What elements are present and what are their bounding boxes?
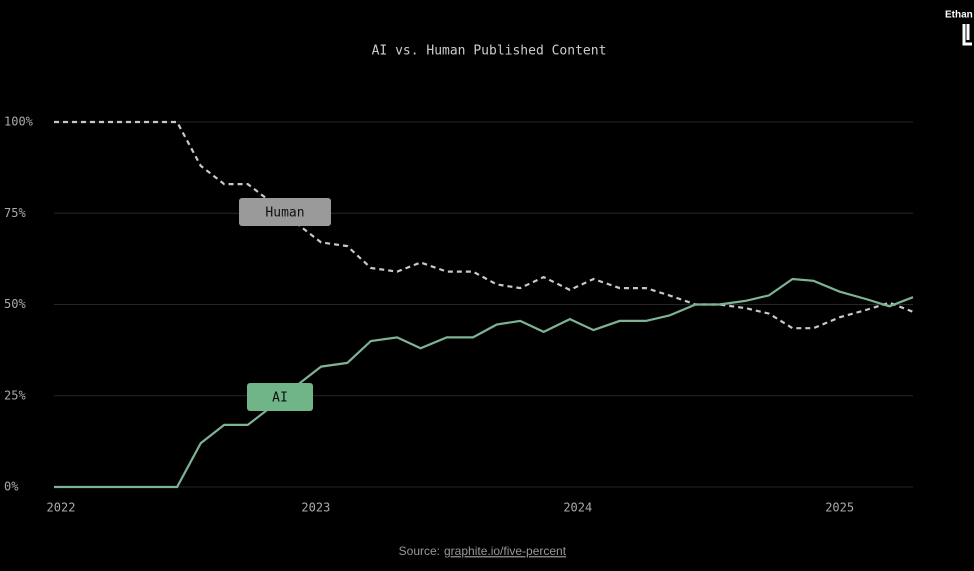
y-tick-label: 100%	[4, 115, 34, 129]
y-tick-label: 0%	[4, 480, 19, 494]
x-tick-label: 2024	[563, 501, 592, 515]
source-link[interactable]: graphite.io/five-percent	[444, 544, 567, 558]
logo	[962, 24, 972, 46]
y-tick-label: 50%	[4, 297, 26, 311]
series-label-box	[239, 198, 331, 226]
legend-label: AI	[272, 391, 288, 406]
watermark: Ethan	[945, 10, 973, 21]
x-tick-label: 2022	[47, 501, 76, 515]
source-label: Source:	[399, 544, 440, 558]
x-tick-label: 2025	[825, 501, 854, 515]
chart-title: AI vs. Human Published Content	[372, 44, 607, 59]
legend-label: Human	[265, 206, 304, 221]
series-label-box	[247, 383, 313, 411]
x-tick-label: 2023	[301, 501, 330, 515]
y-tick-label: 75%	[4, 206, 26, 220]
y-tick-label: 25%	[4, 388, 26, 402]
